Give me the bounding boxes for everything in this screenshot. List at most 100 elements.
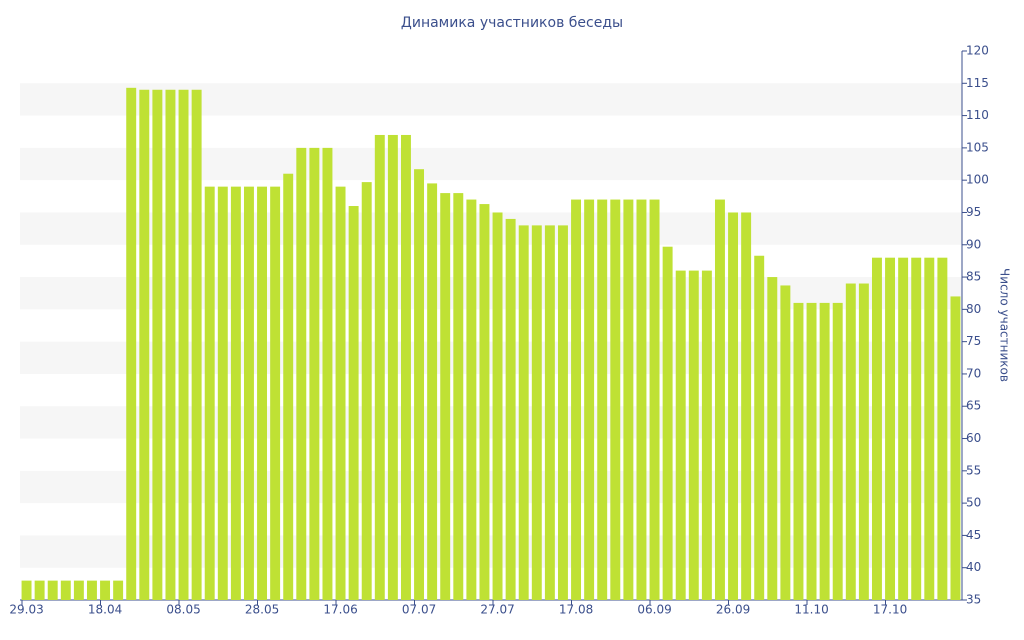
bar [793, 302, 804, 600]
bar [898, 257, 909, 600]
bar [714, 199, 725, 600]
y-tick-label: 45 [966, 528, 981, 542]
bar [701, 270, 712, 600]
bar [73, 580, 84, 600]
y-tick-label: 100 [966, 173, 989, 187]
bar [610, 199, 621, 600]
bar [361, 182, 372, 600]
bar [544, 225, 555, 600]
x-tick-label: 07.07 [402, 603, 436, 617]
bar [86, 580, 97, 600]
chart-title: Динамика участников беседы [401, 15, 623, 31]
bar [728, 212, 739, 600]
bar [675, 270, 686, 600]
x-tick-label: 26.09 [716, 603, 750, 617]
bar [636, 199, 647, 600]
grid-band [20, 83, 962, 116]
bar [662, 246, 673, 601]
y-tick-label: 50 [966, 496, 981, 510]
bar [348, 206, 359, 600]
x-tick-label: 17.08 [559, 603, 593, 617]
y-tick-label: 35 [966, 593, 981, 607]
bar [139, 89, 150, 601]
y-tick-label: 40 [966, 560, 981, 574]
y-tick-label: 95 [966, 205, 981, 219]
bar [165, 89, 176, 601]
bar [309, 147, 320, 600]
bar [688, 270, 699, 600]
x-tick-label: 11.10 [794, 603, 828, 617]
bar [911, 257, 922, 600]
bar [845, 283, 856, 600]
bar [571, 199, 582, 600]
y-tick-label: 65 [966, 399, 981, 413]
bar [937, 257, 948, 600]
bar [322, 147, 333, 600]
grid-band [20, 341, 962, 374]
bar [557, 225, 568, 600]
bar [60, 580, 71, 600]
bar [832, 302, 843, 600]
bar [230, 186, 241, 600]
bar [400, 134, 411, 600]
bar [217, 186, 228, 600]
bar [126, 87, 137, 600]
y-tick-label: 70 [966, 366, 981, 380]
y-tick-label: 85 [966, 270, 981, 284]
y-tick-label: 120 [966, 44, 989, 58]
bar [466, 199, 477, 600]
bar [387, 134, 398, 600]
y-tick-label: 115 [966, 76, 989, 90]
bar [819, 302, 830, 600]
x-tick-label: 28.05 [245, 603, 279, 617]
grid-band [20, 535, 962, 568]
bar [440, 193, 451, 600]
bar [152, 89, 163, 601]
bar [871, 257, 882, 600]
bar [492, 212, 503, 600]
bar [806, 302, 817, 600]
bar [270, 186, 281, 600]
y-tick-label: 80 [966, 302, 981, 316]
bar [741, 212, 752, 600]
bar [780, 285, 791, 600]
y-tick-label: 110 [966, 108, 989, 122]
y-tick-label: 60 [966, 431, 981, 445]
bar [767, 277, 778, 600]
grid-band [20, 212, 962, 245]
bar [191, 89, 202, 601]
y-tick-label: 75 [966, 334, 981, 348]
bar [479, 204, 490, 601]
bar [34, 580, 45, 600]
grid-band [20, 470, 962, 504]
bar [505, 218, 516, 600]
x-tick-label: 08.05 [166, 603, 200, 617]
bar [100, 580, 111, 600]
bar [113, 580, 124, 600]
grid-band [20, 406, 962, 439]
grid-band [20, 277, 962, 310]
bar [950, 296, 961, 600]
bar [283, 173, 294, 600]
bar [47, 580, 58, 600]
y-axis-label: Число участников [998, 268, 1012, 382]
bar [531, 225, 542, 600]
grid-band [20, 147, 962, 181]
x-tick-label: 17.10 [873, 603, 907, 617]
x-tick-label: 18.04 [88, 603, 122, 617]
bar [21, 580, 32, 600]
bar [453, 193, 464, 600]
bar [178, 89, 189, 601]
bar [243, 186, 254, 600]
x-tick-label: 06.09 [637, 603, 671, 617]
y-tick-label: 55 [966, 463, 981, 477]
bar [924, 257, 935, 600]
bar [414, 169, 425, 600]
bar [518, 225, 529, 600]
bar [374, 134, 385, 600]
x-tick-label: 17.06 [323, 603, 357, 617]
bar [204, 186, 215, 600]
bar [597, 199, 608, 600]
bar [885, 257, 896, 600]
